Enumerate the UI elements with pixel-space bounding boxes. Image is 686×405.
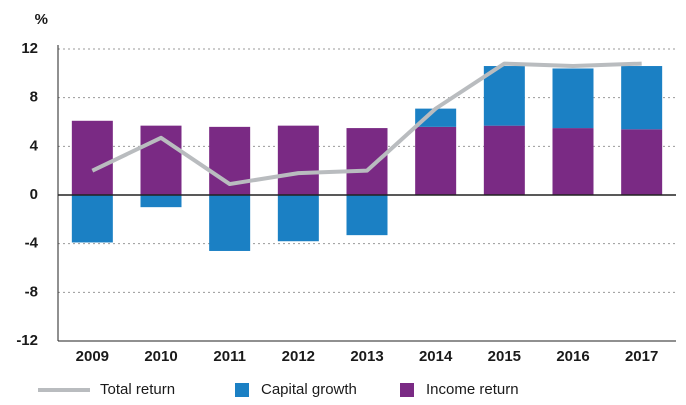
x-tick-label: 2013 xyxy=(350,348,383,365)
bar xyxy=(71,195,113,243)
bar xyxy=(71,120,113,195)
bar xyxy=(552,68,594,129)
bar xyxy=(140,195,182,208)
x-tick-label: 2015 xyxy=(488,348,521,365)
bar xyxy=(483,66,525,126)
x-tick-label: 2010 xyxy=(144,348,177,365)
y-tick-label: -8 xyxy=(25,283,38,300)
bar xyxy=(621,129,663,195)
x-tick-label: 2016 xyxy=(556,348,589,365)
legend-label: Capital growth xyxy=(261,381,357,398)
bar xyxy=(277,195,319,242)
x-tick-label: 2012 xyxy=(282,348,315,365)
bar xyxy=(552,128,594,195)
y-tick-label: -12 xyxy=(16,332,38,349)
bar xyxy=(483,125,525,195)
x-tick-label: 2009 xyxy=(76,348,109,365)
y-axis-label: % xyxy=(35,11,48,28)
y-tick-label: 8 xyxy=(30,89,38,106)
bar xyxy=(415,126,457,195)
x-tick-label: 2014 xyxy=(419,348,453,365)
y-tick-label: 4 xyxy=(30,137,39,154)
bar xyxy=(209,195,251,251)
legend-label: Income return xyxy=(426,381,519,398)
y-tick-label: 0 xyxy=(30,186,38,203)
bar xyxy=(277,125,319,195)
bar xyxy=(346,128,388,195)
legend-swatch xyxy=(400,383,414,397)
bar xyxy=(621,66,663,130)
x-tick-label: 2011 xyxy=(213,348,246,365)
legend-swatch xyxy=(235,383,249,397)
y-tick-label: -4 xyxy=(25,235,39,252)
line xyxy=(91,61,642,187)
x-tick-label: 2017 xyxy=(625,348,658,365)
bar xyxy=(346,195,388,236)
legend-label: Total return xyxy=(100,381,175,398)
y-tick-label: 12 xyxy=(21,40,38,57)
bar xyxy=(415,108,457,127)
